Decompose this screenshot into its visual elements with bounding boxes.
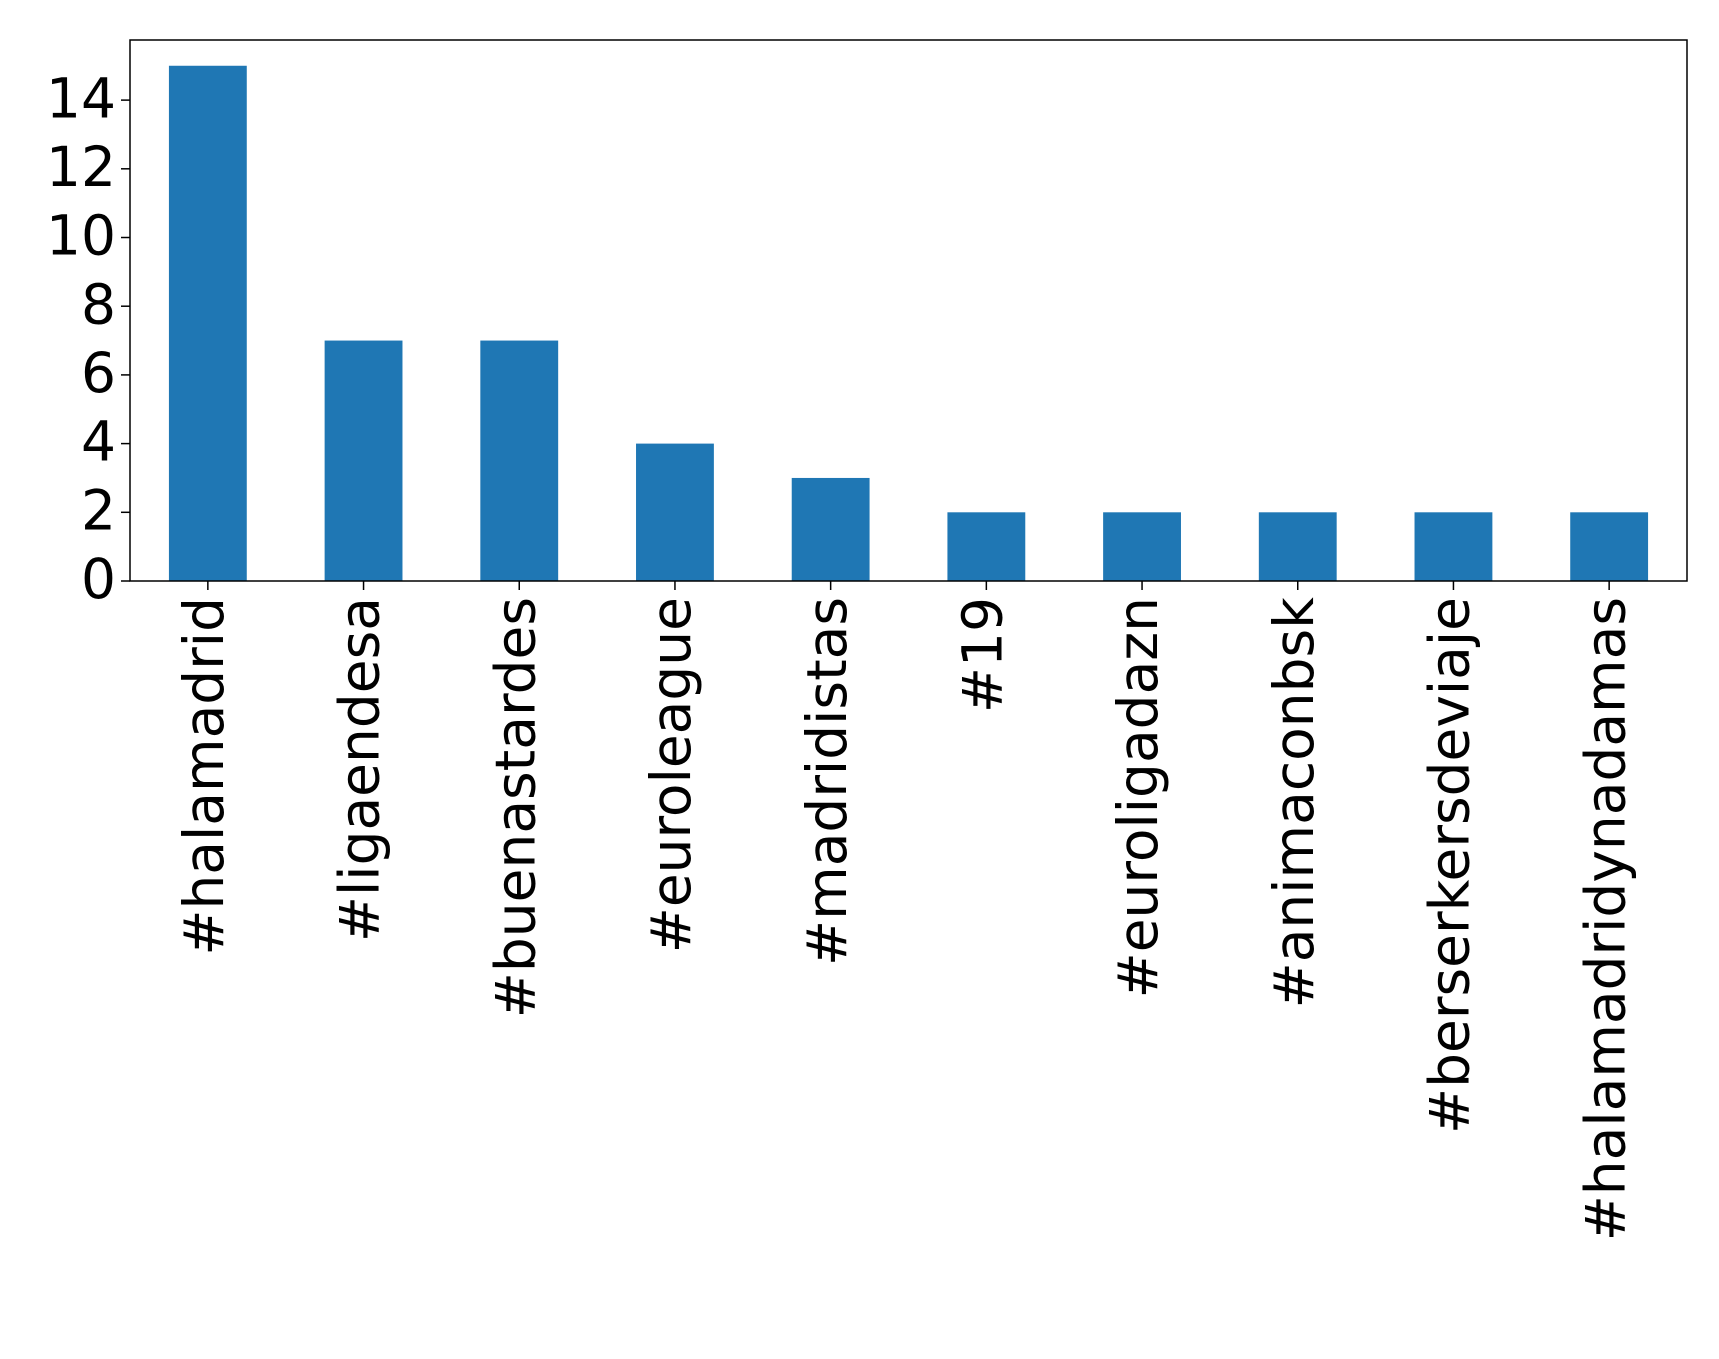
x-tick-label: #buenastardes	[483, 597, 547, 1018]
x-tick-label: #euroligadazn	[1106, 597, 1170, 998]
y-tick-label: 12	[46, 135, 116, 199]
bar	[480, 340, 559, 581]
x-tick-label: #euroleague	[639, 597, 703, 953]
y-tick-label: 14	[46, 66, 116, 130]
bar	[1103, 512, 1181, 581]
x-tick-label: #madridistas	[795, 597, 859, 966]
plot-frame	[129, 39, 1688, 582]
x-tick-label: #halamadrid	[172, 597, 236, 956]
bar	[324, 340, 403, 581]
bar	[1570, 512, 1649, 581]
y-tick-label: 10	[46, 204, 116, 268]
y-tick-label: 6	[81, 341, 116, 405]
y-tick-label: 0	[81, 547, 116, 611]
bar	[947, 512, 1026, 581]
x-tick-label: #animaconbsk	[1262, 597, 1326, 1009]
y-tick-label: 8	[81, 272, 116, 336]
x-tick-label: #halamadridynadamas	[1573, 597, 1637, 1241]
bar	[1414, 512, 1493, 581]
y-tick-label: 2	[81, 478, 116, 542]
x-tick-label: #ligaendesa	[328, 597, 392, 942]
bar	[1258, 512, 1337, 581]
bar	[168, 65, 247, 581]
bar	[636, 443, 714, 581]
x-tick-label: #19	[950, 597, 1014, 713]
x-tick-label: #berserkersdeviaje	[1418, 597, 1482, 1134]
bar	[791, 477, 870, 581]
y-tick-label: 4	[81, 410, 116, 474]
